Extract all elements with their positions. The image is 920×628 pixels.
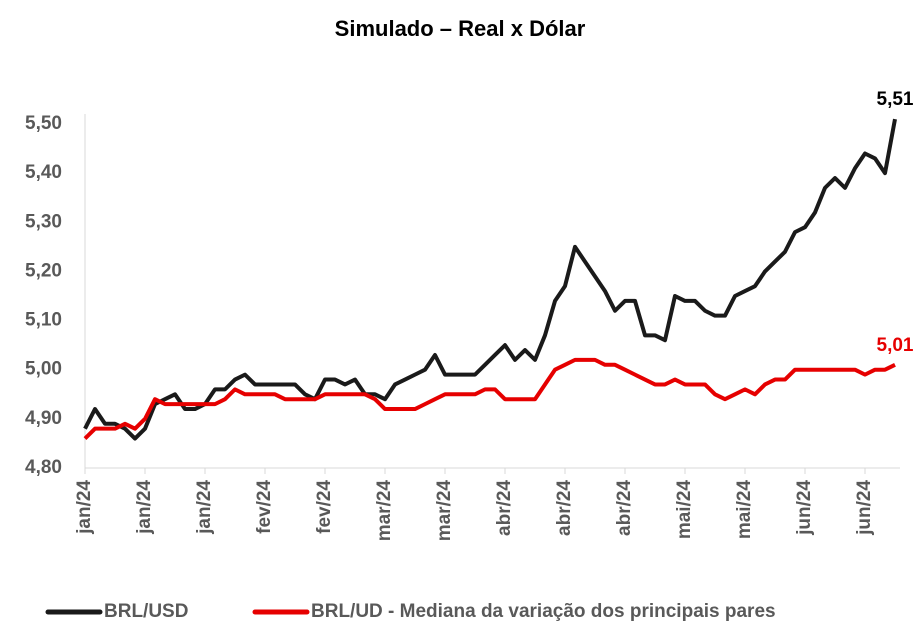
x-tick-label: abr/24 bbox=[614, 480, 635, 536]
y-tick-label: 4,80 bbox=[25, 457, 62, 478]
y-tick-label: 5,40 bbox=[25, 162, 62, 183]
y-tick-label: 5,50 bbox=[25, 113, 62, 134]
x-tick-label: jan/24 bbox=[134, 480, 155, 535]
x-tick-label: jan/24 bbox=[194, 480, 215, 535]
y-tick-label: 5,30 bbox=[25, 211, 62, 232]
legend-label: BRL/USD bbox=[104, 601, 188, 622]
x-tick-label: fev/24 bbox=[254, 480, 275, 534]
data-label: 5,51 bbox=[877, 89, 914, 110]
x-tick-label: jan/24 bbox=[74, 480, 95, 535]
line-series bbox=[83, 357, 896, 440]
x-tick-label: abr/24 bbox=[554, 480, 575, 536]
x-tick-label: abr/24 bbox=[494, 480, 515, 536]
line-series bbox=[83, 118, 897, 441]
legend-label: BRL/UD - Mediana da variação dos princip… bbox=[311, 601, 776, 622]
data-label: 5,01 bbox=[877, 335, 914, 356]
x-tick-label: jun/24 bbox=[794, 480, 815, 536]
y-tick-label: 5,10 bbox=[25, 310, 62, 331]
chart-title: Simulado – Real x Dólar bbox=[335, 16, 586, 41]
x-tick-label: mar/24 bbox=[434, 480, 455, 542]
y-tick-label: 5,00 bbox=[25, 359, 62, 380]
y-tick-label: 4,90 bbox=[25, 408, 62, 429]
x-tick-label: mai/24 bbox=[734, 480, 755, 540]
x-tick-label: fev/24 bbox=[314, 480, 335, 534]
x-tick-label: mai/24 bbox=[674, 480, 695, 540]
x-tick-label: jun/24 bbox=[854, 480, 875, 536]
x-tick-label: mar/24 bbox=[374, 480, 395, 542]
y-tick-label: 5,20 bbox=[25, 260, 62, 281]
